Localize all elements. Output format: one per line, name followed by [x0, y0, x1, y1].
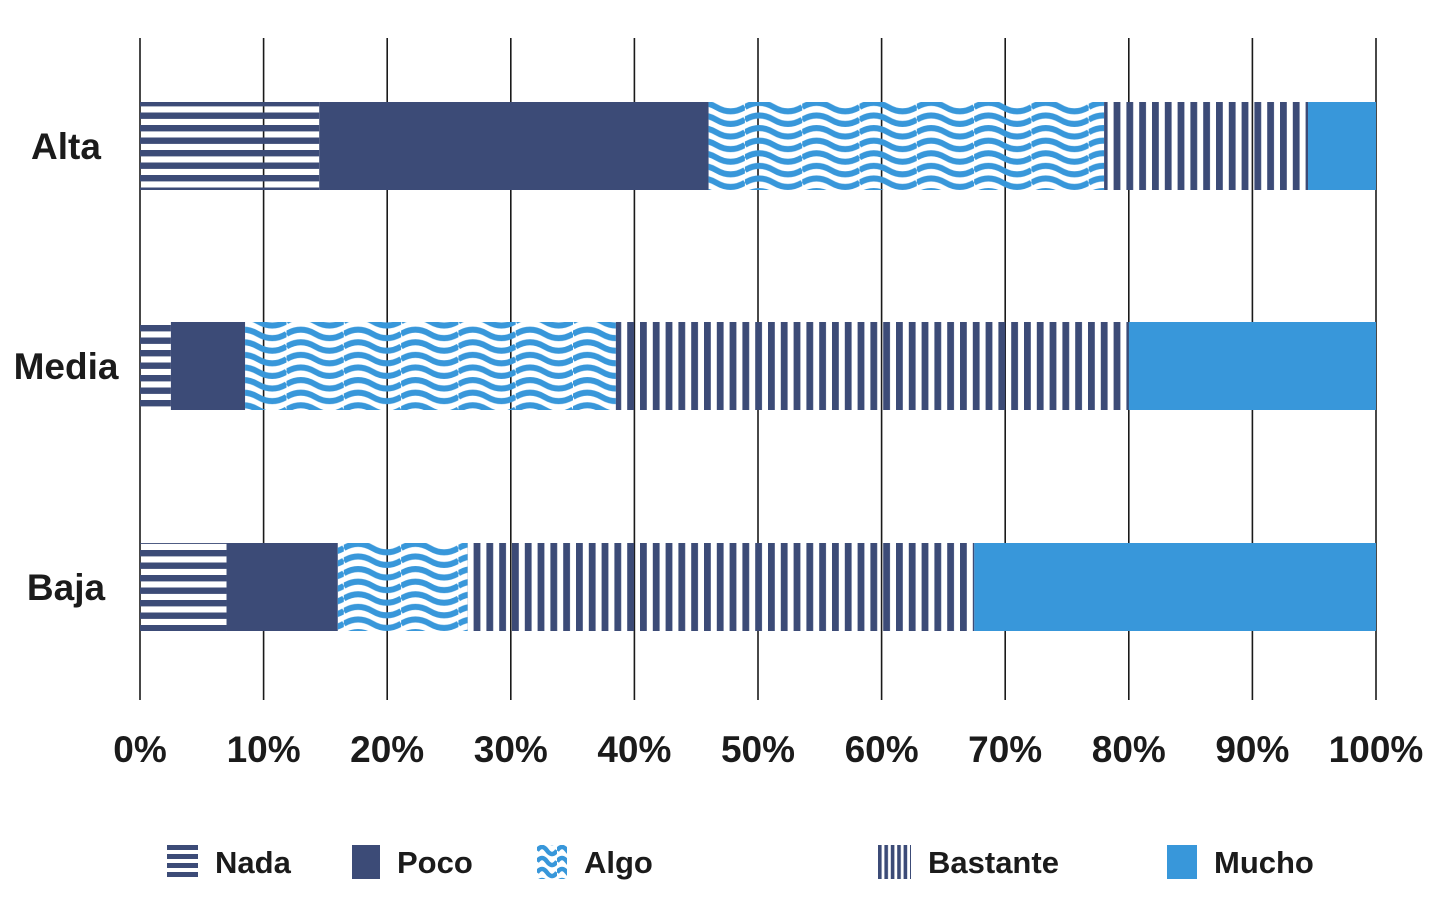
legend-item-algo: Algo — [537, 840, 653, 884]
x-tick-label-0%: 0% — [113, 729, 166, 770]
bar-series — [140, 102, 1376, 631]
solid-lightblue-swatch-icon — [1167, 845, 1197, 879]
solid-navy-swatch-icon — [352, 845, 380, 879]
legend-item-bastante: Bastante — [878, 840, 1059, 884]
bar-segment-alta-nada — [140, 102, 320, 190]
x-tick-label-20%: 20% — [350, 729, 424, 770]
bar-segment-media-mucho — [1128, 322, 1376, 410]
horizontal-stripes-swatch-icon — [167, 845, 198, 877]
x-tick-label-30%: 30% — [474, 729, 548, 770]
bar-segment-alta-poco — [319, 102, 709, 190]
legend-label-nada: Nada — [215, 844, 291, 880]
bar-segment-media-nada — [140, 322, 171, 410]
x-tick-label-90%: 90% — [1215, 729, 1289, 770]
legend-label-bastante: Bastante — [928, 844, 1059, 880]
x-tick-label-60%: 60% — [845, 729, 919, 770]
bar-segment-baja-bastante — [467, 543, 975, 631]
legend-label-poco: Poco — [397, 844, 473, 880]
legend-item-nada: Nada — [167, 840, 291, 884]
bar-segment-alta-bastante — [1104, 102, 1309, 190]
category-label-alta: Alta — [31, 126, 101, 167]
x-tick-label-70%: 70% — [968, 729, 1042, 770]
bar-segment-baja-nada — [140, 543, 227, 631]
legend-item-poco: Poco — [352, 840, 473, 884]
bar-segment-baja-poco — [226, 543, 338, 631]
bar-segment-alta-algo — [708, 102, 1105, 190]
waves-swatch-icon — [537, 845, 567, 879]
bar-segment-baja-algo — [337, 543, 468, 631]
x-axis-tick-labels: 0% 10% 20% 30% 40% 50% 60% 70% 80% 90% 100% — [113, 729, 1423, 770]
category-label-media: Media — [14, 346, 119, 387]
bar-segment-media-poco — [170, 322, 246, 410]
x-tick-label-100%: 100% — [1329, 729, 1424, 770]
x-tick-label-40%: 40% — [597, 729, 671, 770]
bar-segment-alta-mucho — [1308, 102, 1376, 190]
category-label-baja: Baja — [27, 567, 106, 608]
x-tick-label-50%: 50% — [721, 729, 795, 770]
legend-label-mucho: Mucho — [1214, 844, 1314, 880]
x-tick-label-80%: 80% — [1092, 729, 1166, 770]
bar-segment-baja-mucho — [974, 543, 1376, 631]
y-axis-category-labels: Alta Media Baja — [14, 126, 119, 608]
bar-segment-media-algo — [245, 322, 616, 410]
vertical-stripes-swatch-icon — [878, 845, 911, 879]
legend: Nada Poco Algo Bastante Mucho — [0, 840, 1437, 890]
legend-label-algo: Algo — [584, 844, 653, 880]
bar-segment-media-bastante — [615, 322, 1129, 410]
legend-item-mucho: Mucho — [1167, 840, 1314, 884]
x-tick-label-10%: 10% — [227, 729, 301, 770]
